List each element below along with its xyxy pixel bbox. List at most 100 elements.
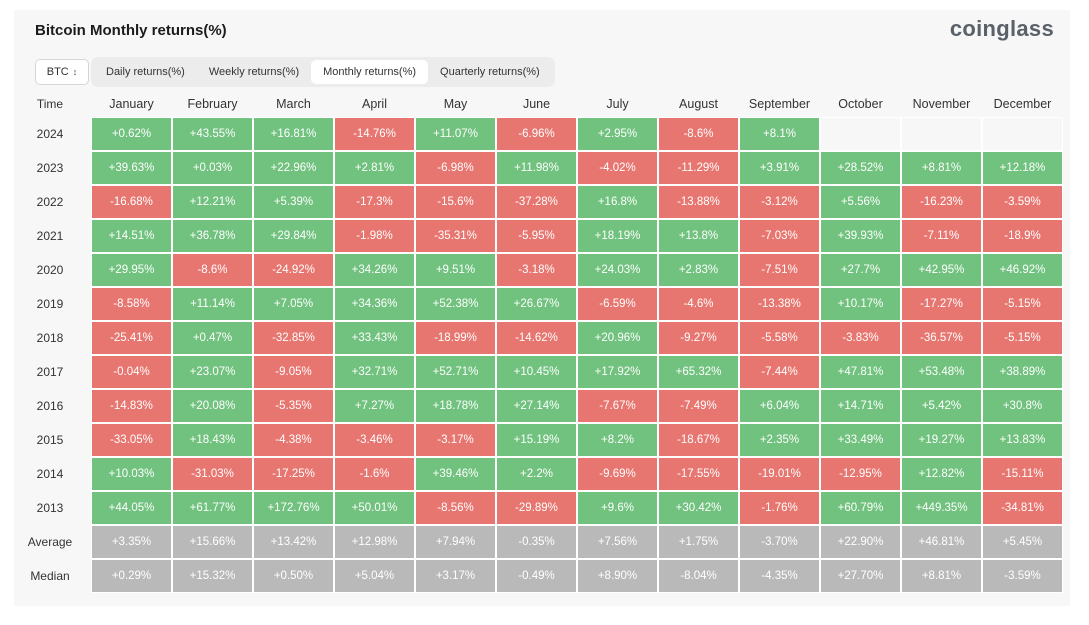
return-cell[interactable]: +12.98% [334, 525, 415, 559]
return-cell[interactable]: -6.98% [415, 151, 496, 185]
return-cell[interactable]: +42.95% [901, 253, 982, 287]
return-cell[interactable]: -8.6% [658, 117, 739, 151]
return-cell[interactable]: -13.88% [658, 185, 739, 219]
return-cell[interactable]: +0.29% [91, 559, 172, 593]
return-cell[interactable]: +24.03% [577, 253, 658, 287]
return-cell[interactable]: +10.45% [496, 355, 577, 389]
return-cell[interactable]: +5.42% [901, 389, 982, 423]
return-cell[interactable]: +11.98% [496, 151, 577, 185]
return-cell[interactable]: -1.98% [334, 219, 415, 253]
return-cell[interactable]: -0.49% [496, 559, 577, 593]
return-cell[interactable]: +47.81% [820, 355, 901, 389]
return-cell[interactable]: -6.96% [496, 117, 577, 151]
return-cell[interactable]: +27.7% [820, 253, 901, 287]
return-cell[interactable]: +20.08% [172, 389, 253, 423]
return-cell[interactable]: +52.38% [415, 287, 496, 321]
return-cell[interactable]: -5.95% [496, 219, 577, 253]
return-cell[interactable]: +65.32% [658, 355, 739, 389]
return-cell[interactable]: +39.46% [415, 457, 496, 491]
return-cell[interactable]: -7.49% [658, 389, 739, 423]
return-cell[interactable]: -3.46% [334, 423, 415, 457]
tab-quarterly[interactable]: Quarterly returns(%) [440, 66, 540, 78]
return-cell[interactable]: +29.84% [253, 219, 334, 253]
return-cell[interactable]: +17.92% [577, 355, 658, 389]
return-cell[interactable]: +39.63% [91, 151, 172, 185]
return-cell[interactable]: +20.96% [577, 321, 658, 355]
return-cell[interactable]: +172.76% [253, 491, 334, 525]
return-cell[interactable]: -16.23% [901, 185, 982, 219]
return-cell[interactable]: -15.6% [415, 185, 496, 219]
return-cell[interactable]: -9.69% [577, 457, 658, 491]
return-cell[interactable]: +15.66% [172, 525, 253, 559]
return-cell[interactable]: -17.27% [901, 287, 982, 321]
return-cell[interactable]: +13.42% [253, 525, 334, 559]
return-cell[interactable]: +27.14% [496, 389, 577, 423]
return-cell[interactable]: -4.35% [739, 559, 820, 593]
return-cell[interactable]: +38.89% [982, 355, 1063, 389]
return-cell[interactable]: +30.8% [982, 389, 1063, 423]
return-cell[interactable]: -3.59% [982, 185, 1063, 219]
return-cell[interactable]: -4.02% [577, 151, 658, 185]
return-cell[interactable]: -5.35% [253, 389, 334, 423]
return-cell[interactable]: -9.27% [658, 321, 739, 355]
return-cell[interactable]: -7.51% [739, 253, 820, 287]
return-cell[interactable]: +8.1% [739, 117, 820, 151]
return-cell[interactable]: +22.90% [820, 525, 901, 559]
return-cell[interactable]: +26.67% [496, 287, 577, 321]
return-cell[interactable]: -5.15% [982, 321, 1063, 355]
return-cell[interactable]: -17.3% [334, 185, 415, 219]
return-cell[interactable]: -3.17% [415, 423, 496, 457]
return-cell[interactable]: -7.44% [739, 355, 820, 389]
return-cell[interactable]: +52.71% [415, 355, 496, 389]
return-cell[interactable]: +18.43% [172, 423, 253, 457]
return-cell[interactable]: +10.17% [820, 287, 901, 321]
return-cell[interactable]: -5.58% [739, 321, 820, 355]
return-cell[interactable]: -15.11% [982, 457, 1063, 491]
return-cell[interactable]: +61.77% [172, 491, 253, 525]
return-cell[interactable]: +33.49% [820, 423, 901, 457]
return-cell[interactable]: +32.71% [334, 355, 415, 389]
tab-monthly[interactable]: Monthly returns(%) [311, 60, 429, 84]
return-cell[interactable]: +34.36% [334, 287, 415, 321]
return-cell[interactable]: -37.28% [496, 185, 577, 219]
return-cell[interactable]: +2.95% [577, 117, 658, 151]
return-cell[interactable]: +8.81% [901, 151, 982, 185]
return-cell[interactable]: +3.17% [415, 559, 496, 593]
return-cell[interactable]: +34.26% [334, 253, 415, 287]
return-cell[interactable]: +2.35% [739, 423, 820, 457]
return-cell[interactable]: +36.78% [172, 219, 253, 253]
return-cell[interactable]: -9.05% [253, 355, 334, 389]
return-cell[interactable]: +16.8% [577, 185, 658, 219]
return-cell[interactable]: -7.11% [901, 219, 982, 253]
return-cell[interactable]: -6.59% [577, 287, 658, 321]
return-cell[interactable]: +43.55% [172, 117, 253, 151]
return-cell[interactable]: +449.35% [901, 491, 982, 525]
return-cell[interactable]: +2.81% [334, 151, 415, 185]
return-cell[interactable]: +0.03% [172, 151, 253, 185]
return-cell[interactable]: +0.62% [91, 117, 172, 151]
return-cell[interactable]: +27.70% [820, 559, 901, 593]
return-cell[interactable]: +11.14% [172, 287, 253, 321]
return-cell[interactable]: -8.58% [91, 287, 172, 321]
return-cell[interactable]: +14.71% [820, 389, 901, 423]
return-cell[interactable]: -12.95% [820, 457, 901, 491]
return-cell[interactable]: -13.38% [739, 287, 820, 321]
return-cell[interactable]: +6.04% [739, 389, 820, 423]
return-cell[interactable]: +12.21% [172, 185, 253, 219]
return-cell[interactable]: +5.56% [820, 185, 901, 219]
return-cell[interactable]: +16.81% [253, 117, 334, 151]
return-cell[interactable]: +12.18% [982, 151, 1063, 185]
return-cell[interactable]: -3.59% [982, 559, 1063, 593]
return-cell[interactable]: -17.55% [658, 457, 739, 491]
return-cell[interactable]: -8.6% [172, 253, 253, 287]
return-cell[interactable]: +18.19% [577, 219, 658, 253]
return-cell[interactable]: -36.57% [901, 321, 982, 355]
return-cell[interactable]: -0.35% [496, 525, 577, 559]
return-cell[interactable]: +8.90% [577, 559, 658, 593]
return-cell[interactable]: +15.32% [172, 559, 253, 593]
tab-weekly[interactable]: Weekly returns(%) [208, 66, 300, 78]
return-cell[interactable]: +15.19% [496, 423, 577, 457]
return-cell[interactable]: -14.83% [91, 389, 172, 423]
return-cell[interactable]: -18.67% [658, 423, 739, 457]
return-cell[interactable]: -35.31% [415, 219, 496, 253]
